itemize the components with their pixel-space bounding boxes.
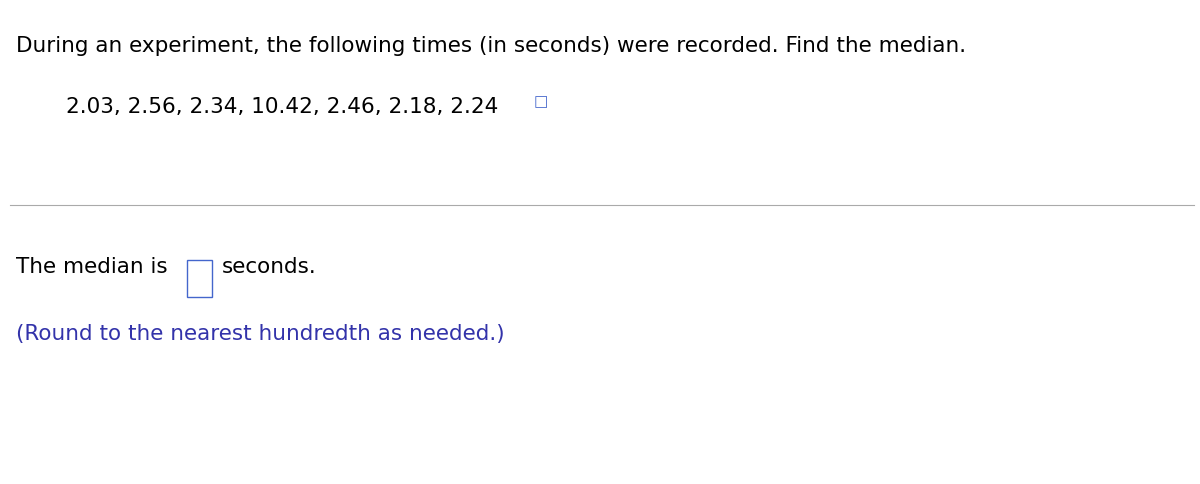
Text: seconds.: seconds. xyxy=(222,257,317,276)
Text: The median is: The median is xyxy=(16,257,174,276)
Text: (Round to the nearest hundredth as needed.): (Round to the nearest hundredth as neede… xyxy=(16,324,504,344)
Text: □: □ xyxy=(534,94,548,109)
Text: 2.03, 2.56, 2.34, 10.42, 2.46, 2.18, 2.24: 2.03, 2.56, 2.34, 10.42, 2.46, 2.18, 2.2… xyxy=(66,97,498,117)
Text: During an experiment, the following times (in seconds) were recorded. Find the m: During an experiment, the following time… xyxy=(16,36,966,56)
